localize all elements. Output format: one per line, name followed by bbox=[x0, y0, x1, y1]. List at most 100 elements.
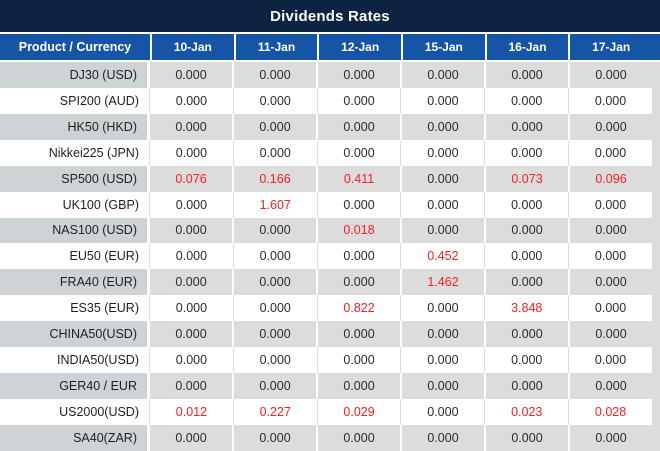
dividend-value-cell: 0.000 bbox=[568, 191, 652, 218]
dividend-value-cell: 0.000 bbox=[568, 113, 652, 140]
dividend-value-cell: 0.000 bbox=[568, 87, 652, 114]
dividend-value-cell: 0.000 bbox=[484, 217, 568, 244]
dividend-value-cell: 0.000 bbox=[232, 269, 316, 296]
column-header-16-jan: 16-Jan bbox=[484, 34, 569, 60]
dividend-value-cell: 0.000 bbox=[150, 295, 233, 322]
dividend-value-cell: 0.000 bbox=[232, 113, 316, 140]
dividend-value-cell: 0.000 bbox=[484, 243, 569, 270]
dividend-value-cell: 0.000 bbox=[150, 113, 232, 140]
dividend-value-cell: 0.000 bbox=[316, 87, 401, 114]
dividend-value-cell: 0.000 bbox=[484, 139, 569, 166]
dividend-value-cell: 0.000 bbox=[232, 87, 317, 114]
table-row: FRA40 (EUR) 0.000 0.000 0.000 1.462 0.000 0.00… bbox=[0, 269, 660, 296]
column-header-product-currency: Product / Currency bbox=[18, 40, 132, 54]
dividend-value-cell: 0.000 bbox=[232, 217, 316, 244]
dividend-value-cell: 0.096 bbox=[568, 165, 652, 192]
product-cell: UK100 (GBP) bbox=[0, 191, 150, 218]
dividend-value-cell: 0.000 bbox=[484, 113, 568, 140]
dividend-value-cell: 0.000 bbox=[232, 347, 317, 374]
dividend-value-cell: 0.000 bbox=[150, 347, 233, 374]
product-cell: US2000(USD) bbox=[0, 398, 150, 425]
row-right-filler bbox=[651, 191, 660, 218]
product-cell: SPI200 (AUD) bbox=[0, 87, 150, 114]
row-right-filler bbox=[652, 217, 660, 244]
dividend-value-cell: 0.000 bbox=[484, 347, 569, 374]
dividend-value-cell: 0.000 bbox=[232, 424, 316, 451]
dividend-value-cell: 0.000 bbox=[484, 87, 569, 114]
row-right-filler bbox=[652, 165, 660, 192]
row-right-filler bbox=[651, 243, 660, 270]
dividend-value-cell: 0.000 bbox=[484, 191, 569, 218]
row-right-filler bbox=[651, 295, 660, 322]
dividend-value-cell: 0.000 bbox=[150, 87, 233, 114]
dividend-value-cell: 0.000 bbox=[316, 191, 401, 218]
dividend-value-cell: 0.000 bbox=[400, 295, 485, 322]
dividend-value-cell: 0.000 bbox=[484, 321, 568, 348]
dividend-value-cell: 0.000 bbox=[484, 62, 568, 88]
row-right-filler bbox=[651, 347, 660, 374]
dividend-value-cell: 0.000 bbox=[316, 373, 400, 399]
product-cell: Nikkei225 (JPN) bbox=[0, 139, 150, 166]
dividend-value-cell: 0.000 bbox=[400, 347, 485, 374]
dividend-value-cell: 0.000 bbox=[400, 165, 484, 192]
dividend-value-cell: 0.000 bbox=[400, 424, 484, 451]
dividend-value-cell: 0.000 bbox=[316, 113, 400, 140]
column-header-10-jan: 10-Jan bbox=[150, 34, 234, 60]
product-cell: GER40 / EUR bbox=[0, 373, 150, 399]
dividend-value-cell: 0.000 bbox=[316, 424, 400, 451]
row-right-filler bbox=[651, 398, 660, 425]
dividend-value-cell: 0.000 bbox=[400, 217, 484, 244]
row-right-filler bbox=[652, 113, 660, 140]
dividend-value-cell: 0.000 bbox=[316, 321, 400, 348]
dividend-value-cell: 0.000 bbox=[400, 62, 484, 88]
dividend-value-cell: 0.000 bbox=[568, 217, 652, 244]
dividend-value-cell: 1.462 bbox=[400, 269, 484, 296]
dividend-value-cell: 0.000 bbox=[400, 398, 485, 425]
product-cell: EU50 (EUR) bbox=[0, 243, 150, 270]
dividend-value-cell: 0.000 bbox=[150, 424, 232, 451]
dividend-value-cell: 0.000 bbox=[150, 139, 233, 166]
dividend-value-cell: 0.000 bbox=[150, 321, 232, 348]
dividend-value-cell: 0.000 bbox=[484, 424, 568, 451]
product-cell: INDIA50(USD) bbox=[0, 347, 150, 374]
column-header-12-jan: 12-Jan bbox=[317, 34, 401, 60]
dividend-value-cell: 0.166 bbox=[232, 165, 316, 192]
table-row: Nikkei225 (JPN) 0.000 0.000 0.000 0.000 0.000… bbox=[0, 139, 660, 166]
dividend-value-cell: 0.000 bbox=[150, 373, 232, 399]
table-row: US2000(USD) 0.012 0.227 0.029 0.000 0.023 0.02… bbox=[0, 398, 660, 425]
table-row: EU50 (EUR) 0.000 0.000 0.000 0.452 0.000 0.000 bbox=[0, 243, 660, 270]
title-bar: Dividends Rates bbox=[0, 0, 660, 32]
dividend-value-cell: 0.028 bbox=[568, 398, 652, 425]
dividend-value-cell: 0.000 bbox=[232, 321, 316, 348]
dividend-value-cell: 0.000 bbox=[316, 243, 401, 270]
dividend-value-cell: 0.000 bbox=[150, 191, 233, 218]
dividend-value-cell: 0.000 bbox=[568, 269, 652, 296]
table-row: HK50 (HKD) 0.000 0.000 0.000 0.000 0.000 0.000 bbox=[0, 113, 660, 140]
table-row: INDIA50(USD) 0.000 0.000 0.000 0.000 0.000 0.0… bbox=[0, 347, 660, 374]
dividend-value-cell: 0.000 bbox=[232, 373, 316, 399]
table-row: NAS100 (USD) 0.000 0.000 0.018 0.000 0.000 0.0… bbox=[0, 217, 660, 244]
dividend-value-cell: 0.000 bbox=[232, 243, 317, 270]
row-right-filler bbox=[652, 373, 660, 399]
product-cell: SA40(ZAR) bbox=[0, 424, 150, 451]
dividend-value-cell: 0.029 bbox=[316, 398, 401, 425]
dividend-value-cell: 0.000 bbox=[150, 243, 233, 270]
widget-title: Dividends Rates bbox=[270, 7, 390, 25]
product-cell: FRA40 (EUR) bbox=[0, 269, 150, 296]
column-header-11-jan: 11-Jan bbox=[233, 34, 318, 60]
row-right-filler bbox=[652, 321, 660, 348]
table-row: DJ30 (USD) 0.000 0.000 0.000 0.000 0.000 0.000 bbox=[0, 62, 660, 88]
table-body: DJ30 (USD) 0.000 0.000 0.000 0.000 0.000 0.000… bbox=[0, 62, 660, 451]
table-header-row: Product / Currency 10-Jan 11-Jan 12-Jan 15-… bbox=[0, 34, 660, 60]
dividend-value-cell: 0.000 bbox=[316, 347, 401, 374]
dividend-value-cell: 0.000 bbox=[316, 139, 401, 166]
dividend-value-cell: 0.227 bbox=[232, 398, 317, 425]
dividend-value-cell: 0.000 bbox=[568, 321, 652, 348]
dividend-value-cell: 0.000 bbox=[568, 243, 652, 270]
dividend-value-cell: 0.073 bbox=[484, 165, 568, 192]
dividend-value-cell: 0.822 bbox=[316, 295, 401, 322]
row-right-filler bbox=[652, 62, 660, 88]
dividend-value-cell: 3.848 bbox=[484, 295, 569, 322]
table-row: UK100 (GBP) 0.000 1.607 0.000 0.000 0.000 0.00… bbox=[0, 191, 660, 218]
